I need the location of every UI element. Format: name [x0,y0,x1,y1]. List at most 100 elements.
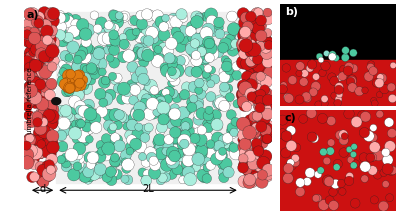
Point [110,169,116,172]
Point [330,204,337,207]
Point [348,79,355,83]
Point [25,85,32,89]
Point [108,178,115,182]
Point [387,145,393,148]
Point [353,120,360,124]
Point [146,111,152,114]
Point [206,53,212,57]
Point [44,150,51,153]
Point [255,149,262,153]
Point [243,38,249,42]
Point [331,79,338,83]
Point [36,22,42,25]
Point [198,112,205,115]
Point [208,68,215,72]
Point [220,161,226,165]
Point [254,58,261,61]
Point [110,33,117,37]
Point [75,154,82,157]
Point [36,66,42,70]
Point [177,59,184,62]
Point [251,96,257,99]
Point [174,69,181,72]
Point [119,97,125,101]
Point [129,65,136,69]
Point [38,76,45,80]
Point [350,164,357,167]
Point [194,99,200,103]
Point [121,15,127,19]
Point [204,147,210,151]
Point [350,51,356,55]
Point [152,163,158,167]
Point [253,38,259,42]
Point [209,28,215,32]
Point [27,12,33,16]
Point [241,88,248,92]
Point [125,163,131,167]
Point [45,67,51,71]
Point [43,44,50,47]
Point [60,70,66,73]
Point [76,162,82,166]
Point [110,43,116,47]
Point [205,114,212,117]
Point [156,103,163,106]
Point [173,20,179,24]
Point [240,61,246,64]
Point [28,41,35,45]
Point [25,31,31,35]
Point [29,86,36,90]
Point [34,121,41,124]
Point [115,123,121,127]
Point [178,156,184,160]
Point [74,33,81,36]
Point [253,129,260,133]
Point [37,32,43,36]
Point [164,163,170,167]
Point [44,140,51,144]
Point [229,126,236,130]
Point [41,130,47,133]
Point [86,138,92,141]
Point [136,36,143,39]
Point [228,113,234,116]
Point [261,52,267,55]
Point [40,94,46,97]
Point [371,198,378,202]
Point [35,37,42,40]
Point [25,101,31,104]
Point [100,101,106,104]
Point [329,75,335,79]
Point [201,176,207,179]
Point [203,136,210,139]
Point [322,64,329,68]
Point [336,88,342,92]
Point [142,179,149,182]
Point [162,93,168,96]
Point [283,134,290,138]
Point [70,81,77,84]
Point [251,33,257,36]
Point [97,168,104,171]
Point [205,40,212,44]
Point [180,111,186,115]
Point [347,80,354,83]
Point [170,160,176,164]
Point [169,122,175,125]
Point [112,38,118,42]
Point [258,162,265,166]
Point [24,124,30,127]
Point [388,85,394,89]
Point [390,169,396,172]
Point [80,136,86,139]
Point [226,68,232,72]
Point [112,78,118,82]
Point [158,20,164,24]
Point [180,171,187,174]
Point [339,190,346,193]
Point [217,32,223,36]
Point [27,95,34,99]
Point [66,80,72,83]
Point [246,131,253,134]
